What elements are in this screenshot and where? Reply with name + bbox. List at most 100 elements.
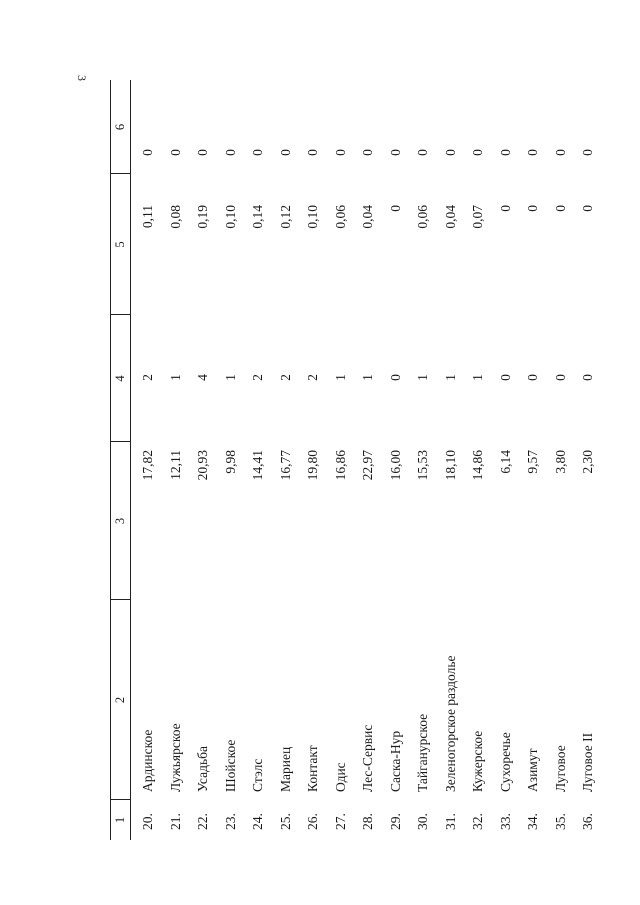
- row-name: Сухоречье: [497, 732, 513, 792]
- row-name: Зеленогорское раздолье: [442, 655, 458, 792]
- row-number: 20.: [140, 813, 155, 830]
- row-name: Мариец: [277, 746, 293, 792]
- row-col5: 0,07: [470, 205, 485, 229]
- row-col4: 0: [580, 374, 595, 381]
- row-name: Контакт: [305, 745, 320, 792]
- table-row: 28. Лес-Сервис 22,97 1 0,04 0: [354, 80, 382, 840]
- row-col3: 16,77: [277, 450, 293, 481]
- row-col6: 0: [277, 149, 293, 156]
- page-number: 3: [75, 75, 89, 81]
- row-col5: 0,06: [415, 205, 430, 229]
- row-col3: 14,41: [250, 450, 265, 481]
- row-col4: 1: [415, 374, 430, 381]
- row-col5: 0,04: [360, 205, 375, 229]
- row-number: 26.: [305, 813, 320, 830]
- row-col3: 2,30: [580, 450, 595, 474]
- row-col6: 0: [580, 149, 595, 156]
- row-col5: 0,19: [195, 205, 210, 229]
- rotated-table-container: 1 2 3 4 5 6 20. Ардинское 17,82 2 0,11 0…: [110, 80, 610, 840]
- row-col6: 0: [552, 149, 568, 156]
- table-row: 36. Луговое II 2,30 0 0 0: [574, 80, 602, 840]
- row-number: 23.: [222, 813, 238, 830]
- row-col6: 0: [305, 149, 320, 156]
- header-col-1: 1: [113, 816, 127, 824]
- row-col4: 0: [387, 374, 403, 381]
- row-number: 34.: [525, 813, 540, 830]
- row-col6: 0: [387, 149, 403, 156]
- row-col3: 9,98: [222, 450, 238, 474]
- row-col5: 0,04: [442, 205, 458, 229]
- header-col-6: 6: [113, 123, 127, 131]
- row-col6: 0: [250, 149, 265, 156]
- table-row: 24. Стэлс 14,41 2 0,14 0: [244, 80, 272, 840]
- row-col5: 0,10: [305, 205, 320, 229]
- row-col5: 0: [387, 205, 403, 212]
- header-col-2: 2: [113, 696, 127, 704]
- row-number: 22.: [195, 813, 210, 830]
- row-col5: 0: [497, 205, 513, 212]
- row-name: Шойское: [222, 739, 238, 792]
- row-col4: 0: [497, 374, 513, 381]
- table-row: 32. Кужерское 14,86 1 0,07 0: [464, 80, 492, 840]
- row-col4: 2: [250, 374, 265, 381]
- row-col5: 0: [525, 205, 540, 212]
- table-row: 22. Усадьба 20,93 4 0,19 0: [189, 80, 217, 840]
- row-col4: 1: [470, 374, 485, 381]
- row-name: Азимут: [525, 748, 540, 793]
- row-col5: 0,08: [167, 205, 183, 229]
- table-row: 29. Саска-Нур 16,00 0 0 0: [382, 80, 410, 840]
- table-row: 20. Ардинское 17,82 2 0,11 0: [134, 80, 162, 840]
- row-col6: 0: [167, 149, 183, 156]
- row-name: Стэлс: [250, 758, 265, 792]
- row-number: 29.: [387, 813, 403, 830]
- row-col4: 1: [332, 374, 348, 381]
- table-row: 31. Зеленогорское раздолье 18,10 1 0,04 …: [437, 80, 465, 840]
- row-col6: 0: [140, 149, 155, 156]
- table-row: 27. Одис 16,86 1 0,06 0: [327, 80, 355, 840]
- row-number: 30.: [415, 813, 430, 830]
- row-col3: 14,86: [470, 450, 485, 481]
- row-number: 36.: [580, 813, 595, 830]
- table-row: 33. Сухоречье 6,14 0 0 0: [492, 80, 520, 840]
- table-row: 25. Мариец 16,77 2 0,12 0: [272, 80, 300, 840]
- row-col4: 2: [277, 374, 293, 381]
- table-row: 26. Контакт 19,80 2 0,10 0: [299, 80, 327, 840]
- row-number: 24.: [250, 813, 265, 830]
- row-col3: 9,57: [525, 450, 540, 474]
- row-col6: 0: [195, 149, 210, 156]
- row-col6: 0: [525, 149, 540, 156]
- row-name: Усадьба: [195, 746, 210, 792]
- header-bottom-rule: [130, 80, 131, 840]
- row-col4: 2: [305, 374, 320, 381]
- row-number: 28.: [360, 813, 375, 830]
- row-col4: 1: [222, 374, 238, 381]
- row-col6: 0: [470, 149, 485, 156]
- row-col3: 12,11: [167, 450, 183, 480]
- row-name: Кужерское: [470, 730, 485, 792]
- row-col3: 15,53: [415, 450, 430, 481]
- row-col3: 22,97: [360, 450, 375, 481]
- row-name: Саска-Нур: [387, 730, 403, 792]
- table-row: 35. Луговое 3,80 0 0 0: [547, 80, 575, 840]
- row-col5: 0: [552, 205, 568, 212]
- row-col6: 0: [360, 149, 375, 156]
- row-col4: 1: [360, 374, 375, 381]
- row-number: 21.: [167, 813, 183, 830]
- row-col3: 16,00: [387, 450, 403, 481]
- row-name: Луговое: [552, 745, 568, 792]
- row-col5: 0,12: [277, 205, 293, 229]
- header-col-3: 3: [113, 517, 127, 525]
- row-col6: 0: [497, 149, 513, 156]
- row-col3: 19,80: [305, 450, 320, 481]
- row-name: Луговое II: [580, 732, 595, 792]
- table-row: 21. Лужьярское 12,11 1 0,08 0: [162, 80, 190, 840]
- row-col6: 0: [332, 149, 348, 156]
- table-row: 34. Азимут 9,57 0 0 0: [519, 80, 547, 840]
- row-col3: 18,10: [442, 450, 458, 481]
- data-table: 1 2 3 4 5 6 20. Ардинское 17,82 2 0,11 0…: [110, 80, 610, 840]
- row-col5: 0,06: [332, 205, 348, 229]
- row-col6: 0: [222, 149, 238, 156]
- table-row: 30. Тайгануpское 15,53 1 0,06 0: [409, 80, 437, 840]
- row-col3: 16,86: [332, 450, 348, 481]
- row-col4: 0: [552, 374, 568, 381]
